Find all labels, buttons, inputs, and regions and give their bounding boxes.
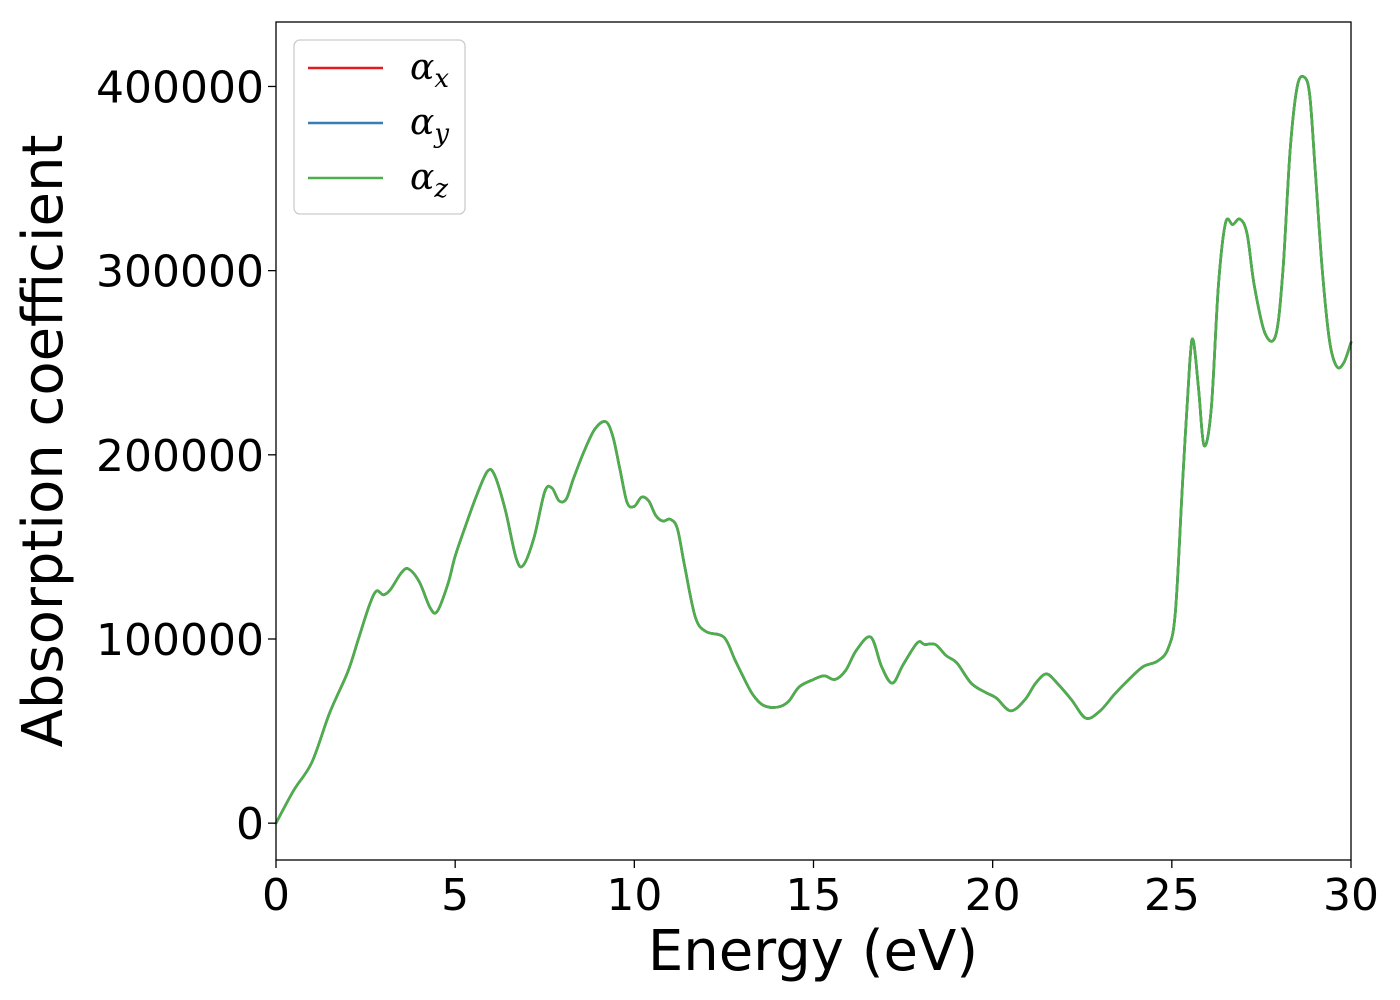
y-tick-label: 300000 — [96, 247, 264, 298]
y-axis: 0 100000 200000 300000 400000 — [96, 62, 276, 850]
y-tick-label: 200000 — [96, 431, 264, 482]
legend: αx αy αz — [293, 39, 466, 215]
x-tick-label: 5 — [441, 870, 469, 921]
x-axis: 0 5 10 15 20 25 30 — [262, 860, 1379, 921]
x-tick-label: 20 — [965, 870, 1021, 921]
series-line-alpha-z — [274, 74, 1353, 825]
x-tick-label: 0 — [262, 870, 290, 921]
x-tick-label: 10 — [606, 870, 662, 921]
y-tick-label: 400000 — [96, 62, 264, 113]
y-tick-label: 100000 — [96, 615, 264, 666]
y-tick-label: 0 — [236, 799, 264, 850]
legend-label-alpha-x: αx — [410, 47, 449, 94]
legend-box — [293, 39, 466, 215]
legend-items: αx αy αz — [308, 47, 449, 204]
x-tick-label: 30 — [1323, 870, 1379, 921]
series-layer — [274, 74, 1353, 825]
legend-label-alpha-y: αy — [410, 102, 449, 149]
x-tick-label: 15 — [786, 870, 842, 921]
x-tick-label: 25 — [1144, 870, 1200, 921]
x-axis-title: Energy (eV) — [648, 919, 978, 984]
legend-label-alpha-z: αz — [410, 157, 448, 204]
y-axis-title: Absorption coefficient — [11, 135, 76, 748]
